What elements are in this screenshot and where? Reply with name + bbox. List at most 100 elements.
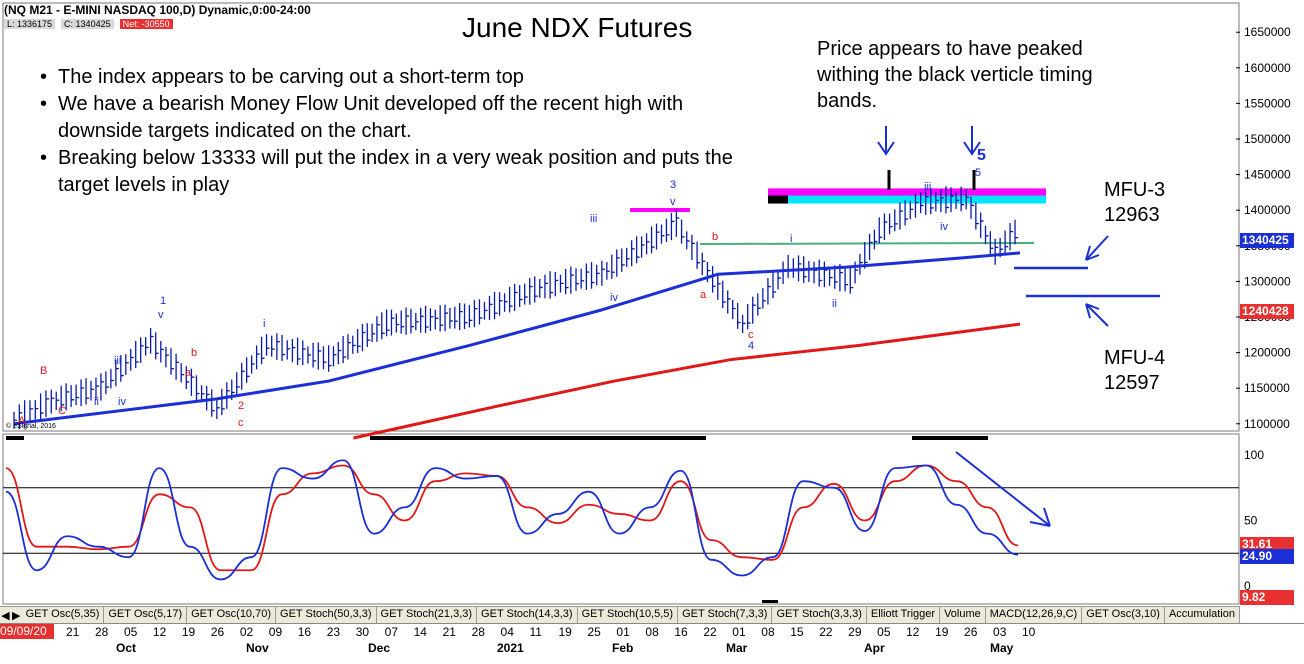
price-bar bbox=[405, 307, 410, 335]
price-bar bbox=[356, 328, 361, 354]
price-bar bbox=[395, 313, 400, 333]
price-bar bbox=[352, 335, 356, 354]
price-bar bbox=[420, 307, 424, 333]
tab-prev-icon[interactable]: ◀ bbox=[1, 609, 10, 622]
price-bar bbox=[888, 213, 893, 235]
price-bar bbox=[611, 254, 615, 279]
indicator-tab[interactable]: Accumulation bbox=[1165, 607, 1240, 623]
price-bar bbox=[935, 191, 939, 212]
mfu4-arrow-icon bbox=[1085, 303, 1109, 327]
cyan-timing-band bbox=[768, 195, 1046, 204]
wave-label: b bbox=[191, 347, 197, 359]
price-bar bbox=[241, 362, 245, 390]
price-bar bbox=[503, 293, 508, 312]
price-bar bbox=[221, 388, 225, 416]
indicator-tab[interactable]: GET Stoch(21,3,3) bbox=[377, 607, 478, 623]
x-tick-label: 11 bbox=[529, 625, 542, 639]
price-bar bbox=[950, 187, 955, 213]
wave-label: 5 bbox=[975, 167, 981, 179]
price-bar bbox=[606, 262, 610, 280]
bullet-item: The index appears to be carving out a sh… bbox=[40, 64, 758, 91]
price-bar bbox=[337, 342, 342, 365]
x-tick-label: 15 bbox=[790, 625, 804, 639]
price-bar bbox=[478, 299, 483, 325]
price-bar bbox=[190, 368, 195, 396]
x-tick-label: 26 bbox=[210, 625, 225, 639]
price-bar bbox=[473, 300, 478, 328]
x-tick-label: 05 bbox=[877, 625, 891, 639]
oscillator-panel-frame bbox=[2, 433, 1240, 605]
blue-moving-average bbox=[13, 251, 1021, 426]
osc-tick-label: 100 bbox=[1244, 448, 1264, 462]
price-bar bbox=[236, 372, 240, 395]
indicator-tab[interactable]: GET Stoch(50,3,3) bbox=[276, 607, 377, 623]
last-price-tag: 1340425 bbox=[1240, 233, 1294, 248]
price-bar bbox=[400, 310, 405, 334]
x-tick-label: 25 bbox=[587, 625, 601, 639]
price-bar bbox=[601, 260, 605, 286]
close-value: C: 1340425 bbox=[61, 19, 114, 29]
price-bar bbox=[29, 400, 33, 424]
indicator-tab[interactable]: GET Stoch(10,5,5) bbox=[578, 607, 679, 623]
price-bar bbox=[904, 199, 909, 226]
indicator-tab[interactable]: GET Stoch(14,3,3) bbox=[477, 607, 578, 623]
indicator-tab[interactable]: GET Osc(3,10) bbox=[1082, 607, 1165, 623]
price-bar bbox=[115, 360, 119, 387]
price-bar bbox=[585, 263, 590, 290]
price-bar bbox=[381, 312, 385, 340]
x-month-label: 2021 bbox=[497, 641, 524, 655]
price-bar bbox=[55, 391, 60, 411]
indicator-tab[interactable]: GET Osc(5,17) bbox=[104, 607, 188, 623]
price-bar bbox=[640, 236, 645, 258]
price-bar bbox=[925, 188, 929, 215]
price-bar bbox=[488, 295, 493, 321]
price-panel-frame bbox=[2, 2, 1240, 432]
price-bar bbox=[140, 337, 144, 363]
indicator-tab[interactable]: Elliott Trigger bbox=[867, 607, 941, 623]
price-bar bbox=[868, 233, 873, 261]
price-bar bbox=[777, 269, 782, 290]
price-bar bbox=[960, 186, 965, 212]
red-moving-average bbox=[353, 322, 1021, 440]
y-axis-tick-label: 1450000 bbox=[1244, 168, 1291, 182]
price-bar bbox=[660, 224, 665, 244]
price-bar bbox=[529, 278, 533, 305]
indicator-tab[interactable]: GET Stoch(7,3,3) bbox=[678, 607, 773, 623]
price-bar bbox=[691, 234, 695, 261]
price-bar bbox=[894, 209, 898, 232]
price-bar bbox=[554, 271, 559, 297]
price-bar bbox=[265, 334, 270, 356]
price-bar bbox=[296, 337, 301, 365]
osc-blue-tag: 24.90 bbox=[1240, 549, 1294, 564]
price-bar bbox=[144, 337, 149, 356]
indicator-tab[interactable]: MACD(12,26,9,C) bbox=[986, 607, 1083, 623]
x-tick-label: 19 bbox=[181, 625, 196, 639]
bottom-tag: 9.82 bbox=[1240, 590, 1294, 605]
indicator-tab[interactable]: GET Stoch(3,3,3) bbox=[772, 607, 867, 623]
price-bar bbox=[347, 334, 351, 360]
price-bar bbox=[185, 366, 190, 390]
x-axis-bar bbox=[0, 623, 1304, 664]
price-bar bbox=[371, 323, 376, 343]
price-bar bbox=[34, 400, 39, 420]
price-bar bbox=[940, 189, 944, 213]
price-bar bbox=[415, 312, 419, 331]
indicator-tab[interactable]: GET Osc(10,70) bbox=[187, 607, 277, 623]
price-bar bbox=[757, 293, 761, 316]
tab-next-icon[interactable]: ▶ bbox=[11, 609, 21, 622]
price-bar bbox=[206, 385, 210, 411]
indicator-tab[interactable]: GET Osc(5,35) bbox=[22, 607, 105, 623]
price-bar bbox=[216, 399, 220, 420]
price-bar bbox=[1014, 219, 1019, 245]
indicator-tab[interactable]: Volume bbox=[940, 607, 986, 623]
price-bar bbox=[65, 383, 70, 411]
tab-scroll-nav[interactable]: ◀ ▶ bbox=[0, 607, 22, 623]
price-bar bbox=[544, 274, 548, 299]
price-bar bbox=[361, 323, 366, 352]
price-bar bbox=[410, 308, 414, 334]
price-bar bbox=[50, 389, 55, 414]
x-month-label: Nov bbox=[246, 641, 269, 655]
oscillator-red-line bbox=[5, 464, 1019, 572]
price-bar bbox=[970, 196, 975, 219]
wave-label: iii bbox=[924, 181, 931, 193]
